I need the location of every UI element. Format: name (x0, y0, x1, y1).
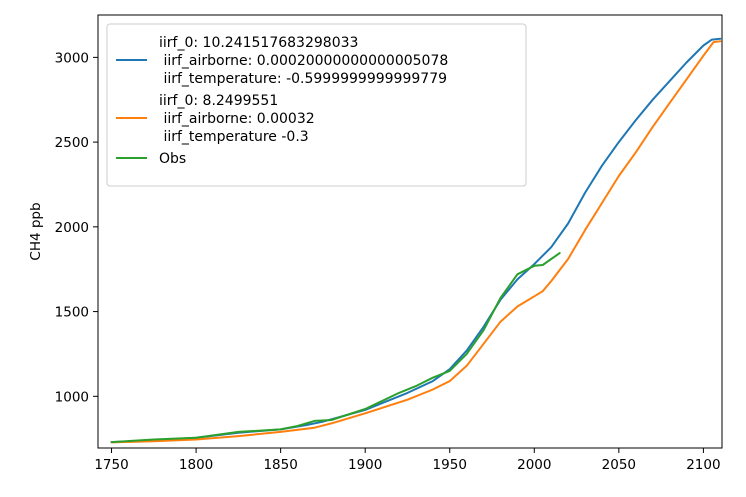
legend: iirf_0: 10.241517683298033 iirf_airborne… (106, 23, 527, 187)
y-tick-label: 2000 (55, 220, 89, 236)
y-tick-label: 3000 (55, 50, 89, 66)
x-tick-label: 2000 (517, 457, 551, 473)
series-line-1 (110, 40, 722, 444)
legend-box (106, 23, 527, 187)
y-axis: 1000 1500 2000 2500 3000 (55, 50, 98, 405)
x-tick-label: 1850 (263, 457, 297, 473)
x-tick-label: 1750 (94, 457, 128, 473)
series-line-2 (110, 252, 561, 444)
x-tick-label: 2100 (686, 457, 720, 473)
x-tick-label: 1800 (179, 457, 213, 473)
y-axis-label: CH4 ppb (28, 202, 44, 260)
x-tick-label: 1900 (348, 457, 382, 473)
plot-frame (97, 14, 723, 449)
legend-label-0: iirf_0: 10.241517683298033 iirf_airborne… (159, 35, 448, 87)
x-tick-label: 2050 (602, 457, 636, 473)
legend-label-1: iirf_0: 8.2499551 iirf_airborne: 0.00032… (159, 93, 315, 145)
x-tick-label: 1950 (433, 457, 467, 473)
y-tick-label: 1500 (55, 305, 89, 321)
y-tick-label: 1000 (55, 389, 89, 405)
legend-label-2: Obs (159, 151, 186, 167)
x-axis: 1750 1800 1850 1900 1950 2000 2050 2100 (94, 448, 721, 473)
y-tick-label: 2500 (55, 135, 89, 151)
series-layer (110, 37, 722, 444)
